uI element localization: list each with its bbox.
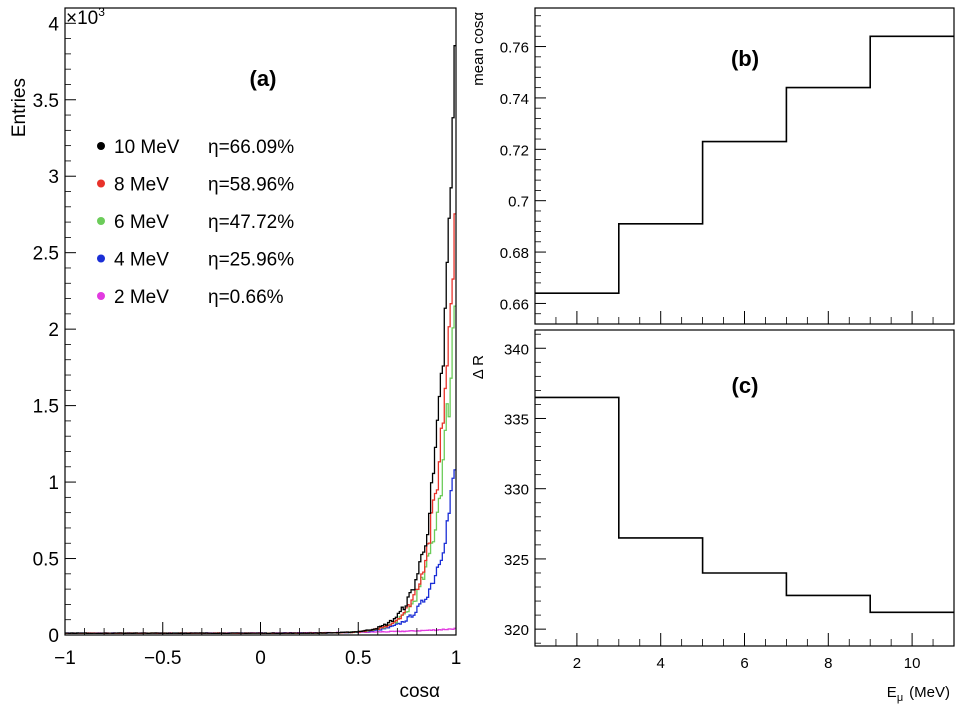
panel-a: 0 0.5 1 1.5 2 2.5 3 3.5 4 −1 −0.5 0 0.5 1 Entries co… — [9, 5, 461, 702]
y-tick-label: 0.72 — [500, 142, 529, 159]
y-tick-label: 3 — [48, 167, 59, 188]
panel-c: 320 325 330 335 340 2 4 6 8 10 Δ R (c) Eμ (MeV) — [470, 329, 955, 704]
legend-marker — [97, 217, 105, 225]
panel-b: 0.66 0.68 0.7 0.72 0.74 0.76 mean cosα (b) — [470, 7, 955, 325]
y-tick-label: 3.5 — [33, 91, 59, 112]
series-curve — [65, 213, 456, 635]
x-tick-label: 1 — [451, 648, 462, 669]
panel-c-step-line — [535, 396, 954, 614]
x-tick-label: 8 — [824, 655, 832, 672]
y-tick-label: 330 — [504, 482, 529, 499]
y-tick-label: 325 — [504, 552, 529, 569]
y-tick-label: 340 — [504, 341, 529, 358]
series-curve — [65, 305, 456, 635]
y-tick-label: 2.5 — [33, 244, 59, 265]
legend-efficiency: η=66.09% — [208, 137, 294, 158]
panel-b-label: (b) — [731, 46, 759, 71]
y-tick-label: 4 — [48, 14, 59, 35]
panel-c-label: (c) — [732, 373, 759, 398]
legend-label: 8 MeV — [114, 175, 169, 196]
legend-marker — [97, 142, 105, 150]
panel-b-y-axis-title: mean cosα — [470, 12, 487, 86]
legend-label: 6 MeV — [114, 212, 169, 233]
y-tick-label: 1.5 — [33, 397, 59, 418]
y-tick-label: 0.66 — [500, 296, 529, 313]
x-tick-label: −1 — [54, 648, 76, 669]
panel-b-y-ticks: 0.66 0.68 0.7 0.72 0.74 0.76 — [500, 15, 546, 325]
panel-a-legend: 10 MeV η=66.09% 8 MeV η=58.96% 6 MeV η=47.72%… — [97, 137, 294, 308]
x-tick-label: 6 — [740, 655, 748, 672]
panel-a-x-ticks: −1 −0.5 0 0.5 1 — [54, 622, 461, 669]
panel-c-y-ticks: 320 325 330 335 340 — [504, 333, 546, 644]
legend-efficiency: η=47.72% — [208, 212, 294, 233]
x-tick-label: 2 — [573, 655, 581, 672]
x-tick-label: 10 — [904, 655, 921, 672]
y-tick-label: 335 — [504, 411, 529, 428]
legend-marker — [97, 254, 105, 263]
panel-a-curves — [65, 45, 456, 635]
series-curve — [65, 45, 456, 635]
y-tick-label: 320 — [504, 622, 529, 639]
legend-efficiency: η=58.96% — [208, 175, 294, 196]
legend-efficiency: η=0.66% — [208, 287, 284, 308]
y-tick-label: 0.7 — [508, 194, 529, 211]
legend-label: 10 MeV — [114, 137, 180, 158]
panel-b-x-ticks — [534, 311, 955, 324]
panel-a-y-axis-title: Entries — [9, 78, 30, 137]
panel-a-y-scale-label: ×103 — [66, 5, 105, 29]
x-tick-label: 4 — [657, 655, 665, 672]
legend-efficiency: η=25.96% — [208, 250, 294, 271]
panel-c-x-ticks: 2 4 6 8 10 — [534, 633, 955, 672]
x-tick-label: 0 — [255, 648, 266, 669]
y-tick-label: 0.74 — [500, 91, 529, 108]
x-tick-label: −0.5 — [144, 648, 182, 669]
y-tick-label: 0 — [48, 626, 59, 647]
y-tick-label: 0.5 — [33, 550, 59, 571]
panel-a-x-axis-title: cosα — [399, 681, 440, 702]
y-tick-label: 0.68 — [500, 245, 529, 262]
legend-marker — [97, 292, 105, 300]
panel-c-x-axis-title: Eμ (MeV) — [887, 684, 950, 704]
legend-marker — [97, 179, 105, 188]
panel-a-frame — [64, 7, 457, 636]
x-tick-label: 0.5 — [345, 648, 371, 669]
y-tick-label: 2 — [48, 320, 59, 341]
legend-label: 2 MeV — [114, 287, 169, 308]
legend-label: 4 MeV — [114, 250, 169, 271]
y-tick-label: 1 — [48, 473, 59, 494]
panel-b-step-line — [535, 35, 954, 294]
panel-c-y-axis-title: Δ R — [470, 355, 487, 379]
series-curve — [65, 469, 456, 635]
panel-a-y-ticks: 0 0.5 1 1.5 2 2.5 3 3.5 4 — [33, 14, 76, 647]
y-tick-label: 0.76 — [500, 40, 529, 57]
panel-a-label: (a) — [250, 66, 277, 91]
